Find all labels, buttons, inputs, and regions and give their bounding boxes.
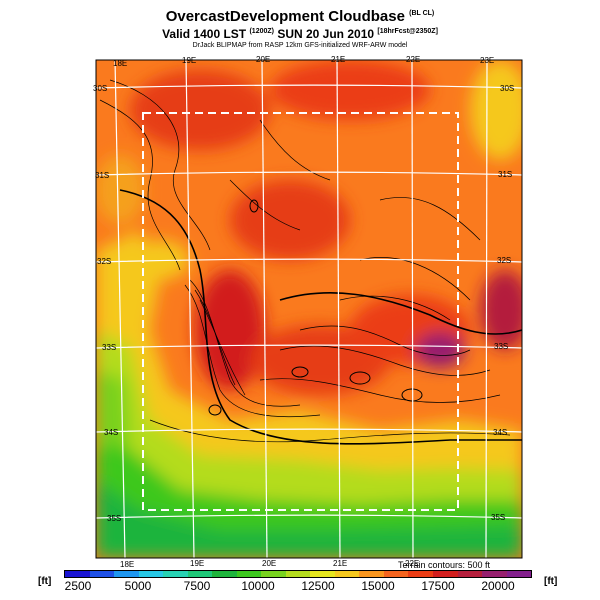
lon-label-bottom: 18E <box>120 560 135 569</box>
terrain-contours-bold <box>119 189 522 445</box>
lat-label-left: 35S <box>107 514 122 523</box>
lat-label-right: 35S <box>491 513 506 522</box>
lat-label-left: 32S <box>97 257 112 266</box>
valid-text: Valid 1400 LST <box>162 27 247 41</box>
color-swatch <box>114 571 139 577</box>
color-swatch <box>187 571 213 577</box>
color-swatch <box>310 571 335 577</box>
lon-label-top: 18E <box>113 59 128 68</box>
scale-tick: 20000 <box>481 579 515 593</box>
color-swatch <box>236 571 262 577</box>
color-swatch <box>408 571 433 577</box>
lat-label-left: 33S <box>102 343 117 352</box>
color-swatch <box>261 571 286 577</box>
color-swatch <box>383 571 409 577</box>
lon-label-top: 22E <box>406 55 421 64</box>
valid-code: (1200Z) <box>249 28 274 35</box>
color-swatch <box>506 571 532 577</box>
color-swatch <box>89 571 115 577</box>
scale-tick: 5000 <box>124 579 152 593</box>
valid-time: Valid 1400 LST (1200Z) SUN 20 Jun 2010 [… <box>0 27 600 41</box>
scale-tick: 17500 <box>421 579 455 593</box>
title-suffix: (BL CL) <box>409 10 435 17</box>
lat-label-left: 31S <box>95 171 110 180</box>
lon-label-bottom: 21E <box>333 559 348 568</box>
contour-closures <box>208 199 423 416</box>
unit-label-right: [ft] <box>544 576 558 587</box>
terrain-contours <box>99 79 511 443</box>
color-swatch <box>285 571 311 577</box>
map-frame <box>95 59 523 559</box>
color-swatch <box>65 571 90 577</box>
color-swatch <box>138 571 164 577</box>
color-swatch <box>457 571 483 577</box>
color-swatch <box>163 571 188 577</box>
color-swatch <box>482 571 507 577</box>
color-swatch <box>212 571 237 577</box>
color-swatch <box>334 571 360 577</box>
scale-tick: 7500 <box>183 579 211 593</box>
valid-date: SUN 20 Jun 2010 <box>277 27 375 41</box>
lat-label-right: 31S <box>498 170 513 179</box>
lon-label-bottom: 19E <box>190 559 205 568</box>
lat-label-left: 30S <box>93 84 108 93</box>
lat-label-left: 34S <box>104 428 119 437</box>
lon-label-top: 23E <box>480 56 495 65</box>
lon-label-top: 19E <box>182 56 197 65</box>
graticule <box>95 59 523 559</box>
forecast-info: [18hrFcst@2350Z] <box>377 28 438 35</box>
inner-domain-box <box>142 112 459 511</box>
scale-tick: 15000 <box>361 579 395 593</box>
lat-label-right: 33S <box>494 342 509 351</box>
scale-tick: 10000 <box>241 579 275 593</box>
lon-label-top: 21E <box>331 55 346 64</box>
unit-label-left: [ft] <box>38 576 52 587</box>
lon-label-bottom: 20E <box>262 559 277 568</box>
scale-tick: 12500 <box>301 579 335 593</box>
credit-line: DrJack BLIPMAP from RASP 12km GFS-initia… <box>192 42 408 49</box>
lon-label-bottom: 22E <box>405 559 420 568</box>
scale-tick: 2500 <box>64 579 92 593</box>
lat-label-right: 34S <box>493 428 508 437</box>
lon-label-top: 20E <box>256 55 271 64</box>
map-title: OvercastDevelopment Cloudbase (BL CL) <box>0 8 600 25</box>
color-field <box>96 60 522 558</box>
color-scale-bar <box>64 570 532 578</box>
color-swatch <box>359 571 384 577</box>
terrain-contour-note: Terrain contours: 500 ft <box>398 560 491 570</box>
title-text: OvercastDevelopment Cloudbase <box>165 8 405 25</box>
color-swatch <box>432 571 458 577</box>
lat-label-right: 32S <box>497 256 512 265</box>
lat-label-right: 30S <box>500 84 515 93</box>
